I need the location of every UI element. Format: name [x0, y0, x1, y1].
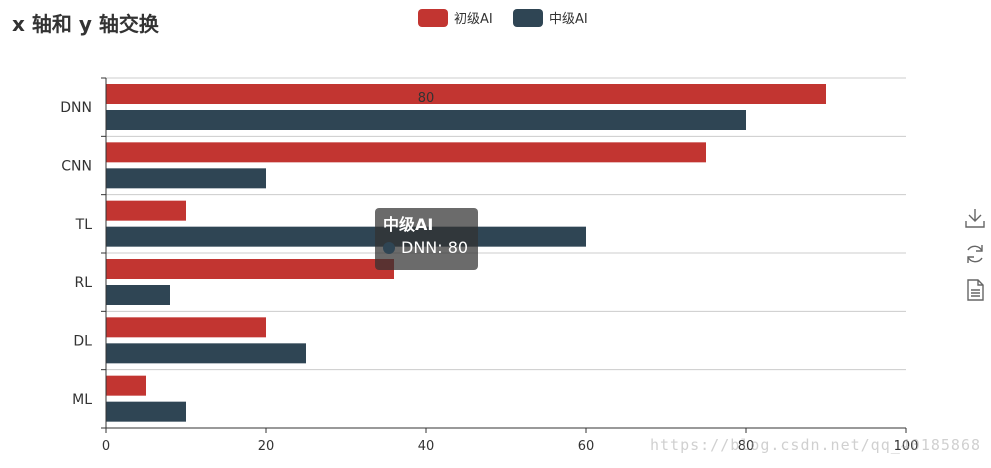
legend-label-beginner: 初级AI	[454, 12, 493, 27]
x-tick-label: 0	[102, 439, 110, 454]
legend-swatch-beginner	[418, 8, 448, 27]
y-tick-label: RL	[74, 275, 92, 291]
y-tick-label: DL	[73, 334, 92, 350]
bar-dl-beginner[interactable]	[106, 317, 266, 338]
legend-item-intermediate[interactable]: 中级AI	[513, 8, 588, 27]
bar-dl-intermediate[interactable]	[106, 343, 306, 364]
y-tick-label: TL	[75, 217, 93, 233]
tooltip-series-dot	[383, 242, 395, 254]
x-tick-label: 40	[418, 439, 435, 454]
bar-tl-intermediate[interactable]	[106, 226, 586, 247]
bar-rl-intermediate[interactable]	[106, 285, 170, 305]
x-tick-label: 100	[894, 439, 919, 454]
bar-dnn-intermediate[interactable]	[106, 110, 746, 130]
y-tick-label: DNN	[60, 100, 92, 116]
y-tick-label: ML	[72, 392, 92, 408]
bar-ml-beginner[interactable]	[106, 375, 146, 396]
x-tick-label: 20	[258, 439, 275, 454]
tooltip-value: DNN: 80	[401, 238, 469, 257]
x-tick-label: 80	[738, 439, 755, 454]
tooltip-row: DNN: 80	[383, 236, 470, 260]
bar-cnn-intermediate[interactable]	[106, 168, 266, 189]
bar-rl-beginner[interactable]	[106, 259, 394, 279]
legend-label-intermediate: 中级AI	[549, 12, 588, 27]
download-icon[interactable]	[963, 206, 987, 230]
bar-cnn-beginner[interactable]	[106, 142, 706, 163]
tooltip: 中级AI DNN: 80	[375, 208, 478, 270]
legend-item-beginner[interactable]: 初级AI	[418, 8, 493, 27]
bar-tl-beginner[interactable]	[106, 200, 186, 221]
chart-title: x 轴和 y 轴交换	[12, 12, 159, 36]
x-tick-label: 60	[578, 439, 595, 454]
tooltip-title: 中级AI	[383, 215, 434, 234]
legend-swatch-intermediate	[513, 8, 543, 27]
data-label: 80	[418, 91, 435, 106]
legend: 初级AI 中级AI	[0, 8, 991, 30]
refresh-icon[interactable]	[963, 242, 987, 266]
bar-dnn-beginner[interactable]	[106, 84, 826, 104]
toolbox	[963, 206, 987, 314]
y-tick-label: CNN	[61, 159, 92, 175]
watermark: https://blog.csdn.net/qq_40185868	[650, 436, 982, 454]
bar-ml-intermediate[interactable]	[106, 401, 186, 422]
data-view-icon[interactable]	[963, 278, 987, 302]
